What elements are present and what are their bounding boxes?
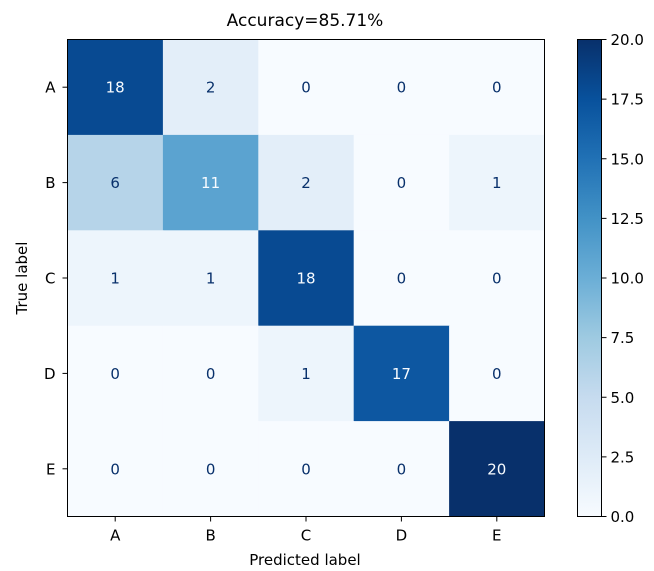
cell-value-label: 0: [397, 460, 407, 478]
cell-value-label: 17: [392, 365, 411, 383]
cell-value-label: 11: [201, 174, 220, 192]
colorbar: [577, 39, 602, 517]
cell-value-label: 18: [106, 79, 125, 97]
cell-value-label: 18: [296, 270, 315, 288]
cell-value-label: 1: [301, 365, 311, 383]
heatmap-cell: [258, 134, 355, 231]
colorbar-tick-label: 12.5: [611, 210, 644, 228]
cell-value-label: 0: [206, 460, 216, 478]
x-axis-label: Predicted label: [249, 551, 360, 569]
cell-value-label: 0: [492, 79, 502, 97]
cell-value-label: 1: [110, 270, 120, 288]
heatmap-cell: [449, 39, 545, 136]
heatmap-cell: [353, 325, 450, 422]
x-tick-label: E: [492, 527, 501, 545]
cell-value-label: 0: [492, 270, 502, 288]
heatmap-cell: [353, 230, 450, 327]
y-tick-label: D: [44, 365, 56, 383]
cell-value-label: 0: [206, 365, 216, 383]
y-axis-ticks: A B C D E: [44, 79, 68, 478]
heatmap-cell: [353, 39, 450, 136]
heatmap-cell: [162, 421, 259, 517]
cell-value-label: 20: [487, 460, 506, 478]
heatmap-cell: [258, 325, 355, 422]
colorbar-tick-label: 17.5: [611, 91, 644, 109]
colorbar-tick-label: 2.5: [611, 448, 635, 466]
heatmap-cell: [162, 39, 259, 136]
heatmap-cell: [449, 134, 545, 231]
x-axis-ticks: A B C D E: [110, 516, 502, 545]
x-tick-label: B: [205, 527, 215, 545]
heatmap-cell: [449, 230, 545, 327]
heatmap-cell: [449, 421, 545, 517]
colorbar-tick-label: 10.0: [611, 270, 644, 288]
heatmap-cell: [258, 230, 355, 327]
y-tick-label: A: [45, 79, 56, 97]
cell-value-label: 2: [206, 79, 216, 97]
x-tick-label: C: [301, 527, 311, 545]
y-tick-label: B: [45, 174, 55, 192]
cell-value-label: 0: [301, 79, 311, 97]
y-tick-label: C: [45, 270, 55, 288]
heatmap-cell: [353, 134, 450, 231]
heatmap-cell: [67, 325, 164, 422]
heatmap-cell: [67, 230, 164, 327]
colorbar-ticks: 0.0 2.5 5.0 7.5 10.0 12.5 15.0 17.5 20.0: [601, 31, 644, 526]
heatmap-cell: [162, 230, 259, 327]
cell-value-label: 0: [397, 174, 407, 192]
heatmap-cell: [67, 134, 164, 231]
cell-value-label: 0: [492, 365, 502, 383]
heatmap-cells: [67, 39, 545, 517]
x-tick-label: A: [110, 527, 121, 545]
cell-value-label: 0: [110, 460, 120, 478]
heatmap-cell: [449, 325, 545, 422]
y-tick-label: E: [46, 460, 55, 478]
colorbar-tick-label: 5.0: [611, 389, 635, 407]
cell-value-label: 2: [301, 174, 311, 192]
y-axis-label: True label: [13, 242, 31, 316]
heatmap-cell: [258, 39, 355, 136]
cell-value-label: 1: [206, 270, 216, 288]
colorbar-tick-label: 15.0: [611, 150, 644, 168]
x-tick-label: D: [396, 527, 408, 545]
heatmap-cell: [67, 39, 164, 136]
cell-value-label: 6: [110, 174, 120, 192]
cell-value-label: 0: [110, 365, 120, 383]
cell-value-label: 0: [301, 460, 311, 478]
heatmap-cell: [162, 134, 259, 231]
colorbar-tick-label: 0.0: [611, 508, 635, 526]
heatmap-cell: [353, 421, 450, 517]
heatmap-cell-labels: 18 2 0 0 06 11 2 0 11 1 18 0 00 0 1 17 00 0 0 0 20: [106, 79, 507, 479]
heatmap-cell: [67, 421, 164, 517]
cell-value-label: 0: [397, 79, 407, 97]
cell-value-label: 0: [397, 270, 407, 288]
colorbar-tick-label: 7.5: [611, 329, 635, 347]
heatmap-cell: [162, 325, 259, 422]
colorbar-tick-label: 20.0: [611, 31, 644, 49]
chart-title: Accuracy=85.71%: [227, 11, 384, 31]
heatmap-cell: [258, 421, 355, 517]
cell-value-label: 1: [492, 174, 502, 192]
